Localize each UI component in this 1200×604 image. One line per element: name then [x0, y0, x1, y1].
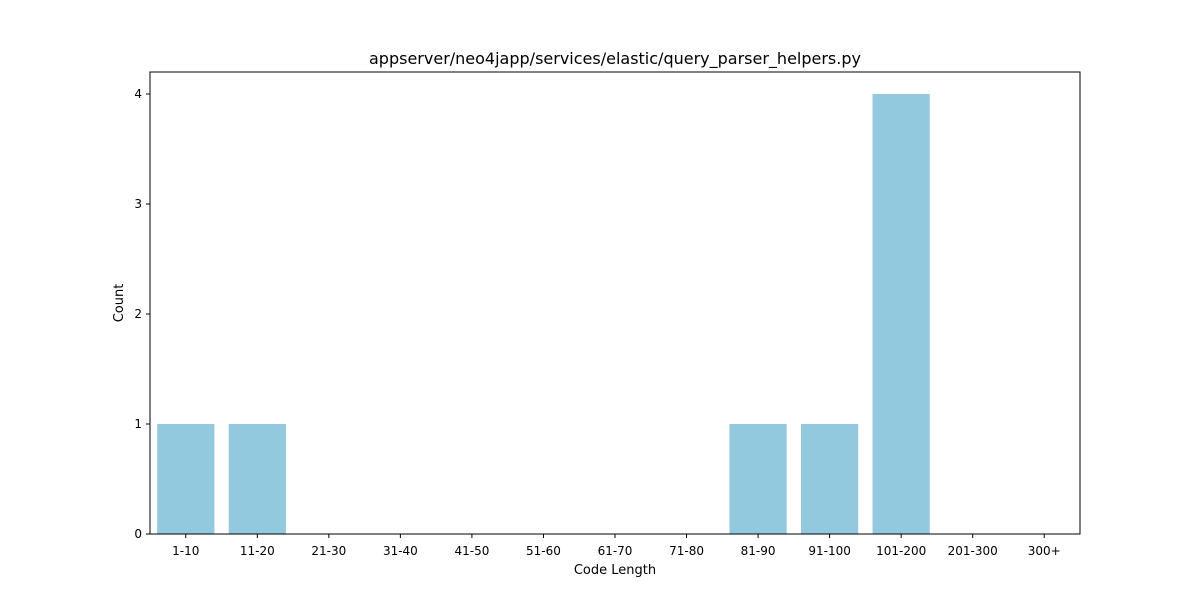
x-tick-label: 61-70 [598, 544, 633, 558]
bar-101-200 [872, 94, 930, 534]
bar-91-100 [801, 424, 859, 534]
bar-11-20 [228, 424, 286, 534]
x-tick-label: 11-20 [240, 544, 275, 558]
chart-title: appserver/neo4japp/services/elastic/quer… [369, 49, 861, 69]
x-tick-label: 1-10 [172, 544, 199, 558]
x-tick-label: 21-30 [311, 544, 346, 558]
x-tick-label: 300+ [1028, 544, 1061, 558]
y-tick-label: 0 [134, 527, 142, 541]
x-axis-label: Code Length [574, 563, 656, 578]
bars-group [157, 94, 930, 534]
x-tick-label: 31-40 [383, 544, 418, 558]
plot-frame [149, 71, 1081, 535]
y-tick-label: 2 [134, 307, 142, 321]
y-axis-ticks: 0 1 2 3 4 [134, 87, 150, 541]
y-axis-label: Count [112, 284, 127, 323]
x-tick-label: 71-80 [669, 544, 704, 558]
y-tick-label: 4 [134, 87, 142, 101]
y-tick-label: 3 [134, 197, 142, 211]
x-tick-label: 81-90 [741, 544, 776, 558]
x-tick-label: 201-300 [948, 544, 998, 558]
x-tick-label: 41-50 [454, 544, 489, 558]
x-axis-ticks: 1-10 11-20 21-30 31-40 41-50 51-60 61-70 71-80 8… [172, 534, 1061, 558]
x-tick-label: 51-60 [526, 544, 561, 558]
bar-81-90 [729, 424, 787, 534]
x-tick-label: 91-100 [808, 544, 851, 558]
y-tick-label: 1 [134, 417, 142, 431]
bar-1-10 [157, 424, 215, 534]
x-tick-label: 101-200 [876, 544, 926, 558]
